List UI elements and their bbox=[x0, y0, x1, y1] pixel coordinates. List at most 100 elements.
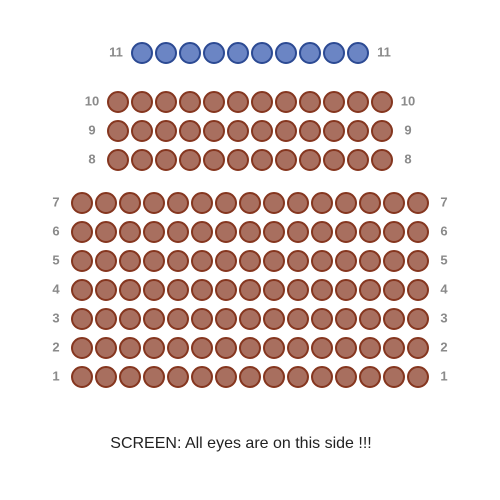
seat[interactable] bbox=[179, 91, 201, 113]
seat[interactable] bbox=[95, 366, 117, 388]
seat[interactable] bbox=[167, 337, 189, 359]
seat[interactable] bbox=[335, 221, 357, 243]
seat[interactable] bbox=[359, 221, 381, 243]
seat[interactable] bbox=[143, 192, 165, 214]
seat[interactable] bbox=[311, 337, 333, 359]
seat[interactable] bbox=[359, 192, 381, 214]
seat[interactable] bbox=[191, 337, 213, 359]
seat[interactable] bbox=[383, 366, 405, 388]
seat[interactable] bbox=[251, 42, 273, 64]
seat[interactable] bbox=[323, 149, 345, 171]
seat[interactable] bbox=[347, 91, 369, 113]
seat[interactable] bbox=[359, 337, 381, 359]
seat[interactable] bbox=[299, 42, 321, 64]
seat[interactable] bbox=[383, 250, 405, 272]
seat[interactable] bbox=[299, 149, 321, 171]
seat[interactable] bbox=[371, 91, 393, 113]
seat[interactable] bbox=[227, 42, 249, 64]
seat[interactable] bbox=[95, 337, 117, 359]
seat[interactable] bbox=[107, 91, 129, 113]
seat[interactable] bbox=[263, 221, 285, 243]
seat[interactable] bbox=[335, 192, 357, 214]
seat[interactable] bbox=[107, 149, 129, 171]
seat[interactable] bbox=[191, 192, 213, 214]
seat[interactable] bbox=[407, 308, 429, 330]
seat[interactable] bbox=[263, 192, 285, 214]
seat[interactable] bbox=[347, 149, 369, 171]
seat[interactable] bbox=[191, 279, 213, 301]
seat[interactable] bbox=[383, 279, 405, 301]
seat[interactable] bbox=[263, 250, 285, 272]
seat[interactable] bbox=[263, 366, 285, 388]
seat[interactable] bbox=[167, 366, 189, 388]
seat[interactable] bbox=[95, 221, 117, 243]
seat[interactable] bbox=[383, 192, 405, 214]
seat[interactable] bbox=[407, 250, 429, 272]
seat[interactable] bbox=[119, 221, 141, 243]
seat[interactable] bbox=[371, 120, 393, 142]
seat[interactable] bbox=[203, 42, 225, 64]
seat[interactable] bbox=[311, 279, 333, 301]
seat[interactable] bbox=[311, 366, 333, 388]
seat[interactable] bbox=[167, 192, 189, 214]
seat[interactable] bbox=[407, 221, 429, 243]
seat[interactable] bbox=[407, 366, 429, 388]
seat[interactable] bbox=[95, 279, 117, 301]
seat[interactable] bbox=[95, 192, 117, 214]
seat[interactable] bbox=[239, 221, 261, 243]
seat[interactable] bbox=[167, 221, 189, 243]
seat[interactable] bbox=[119, 308, 141, 330]
seat[interactable] bbox=[71, 192, 93, 214]
seat[interactable] bbox=[287, 250, 309, 272]
seat[interactable] bbox=[71, 308, 93, 330]
seat[interactable] bbox=[323, 42, 345, 64]
seat[interactable] bbox=[191, 366, 213, 388]
seat[interactable] bbox=[215, 279, 237, 301]
seat[interactable] bbox=[143, 221, 165, 243]
seat[interactable] bbox=[143, 308, 165, 330]
seat[interactable] bbox=[71, 279, 93, 301]
seat[interactable] bbox=[203, 149, 225, 171]
seat[interactable] bbox=[215, 250, 237, 272]
seat[interactable] bbox=[311, 221, 333, 243]
seat[interactable] bbox=[239, 250, 261, 272]
seat[interactable] bbox=[119, 337, 141, 359]
seat[interactable] bbox=[347, 120, 369, 142]
seat[interactable] bbox=[263, 308, 285, 330]
seat[interactable] bbox=[335, 308, 357, 330]
seat[interactable] bbox=[107, 120, 129, 142]
seat[interactable] bbox=[71, 221, 93, 243]
seat[interactable] bbox=[287, 221, 309, 243]
seat[interactable] bbox=[131, 149, 153, 171]
seat[interactable] bbox=[335, 250, 357, 272]
seat[interactable] bbox=[251, 120, 273, 142]
seat[interactable] bbox=[143, 250, 165, 272]
seat[interactable] bbox=[179, 120, 201, 142]
seat[interactable] bbox=[95, 308, 117, 330]
seat[interactable] bbox=[359, 308, 381, 330]
seat[interactable] bbox=[335, 366, 357, 388]
seat[interactable] bbox=[287, 366, 309, 388]
seat[interactable] bbox=[251, 149, 273, 171]
seat[interactable] bbox=[131, 42, 153, 64]
seat[interactable] bbox=[335, 279, 357, 301]
seat[interactable] bbox=[167, 279, 189, 301]
seat[interactable] bbox=[155, 91, 177, 113]
seat[interactable] bbox=[407, 279, 429, 301]
seat[interactable] bbox=[143, 279, 165, 301]
seat[interactable] bbox=[263, 337, 285, 359]
seat[interactable] bbox=[383, 221, 405, 243]
seat[interactable] bbox=[191, 308, 213, 330]
seat[interactable] bbox=[287, 337, 309, 359]
seat[interactable] bbox=[131, 120, 153, 142]
seat[interactable] bbox=[143, 366, 165, 388]
seat[interactable] bbox=[227, 120, 249, 142]
seat[interactable] bbox=[311, 250, 333, 272]
seat[interactable] bbox=[275, 120, 297, 142]
seat[interactable] bbox=[71, 250, 93, 272]
seat[interactable] bbox=[323, 120, 345, 142]
seat[interactable] bbox=[359, 279, 381, 301]
seat[interactable] bbox=[119, 279, 141, 301]
seat[interactable] bbox=[215, 308, 237, 330]
seat[interactable] bbox=[191, 221, 213, 243]
